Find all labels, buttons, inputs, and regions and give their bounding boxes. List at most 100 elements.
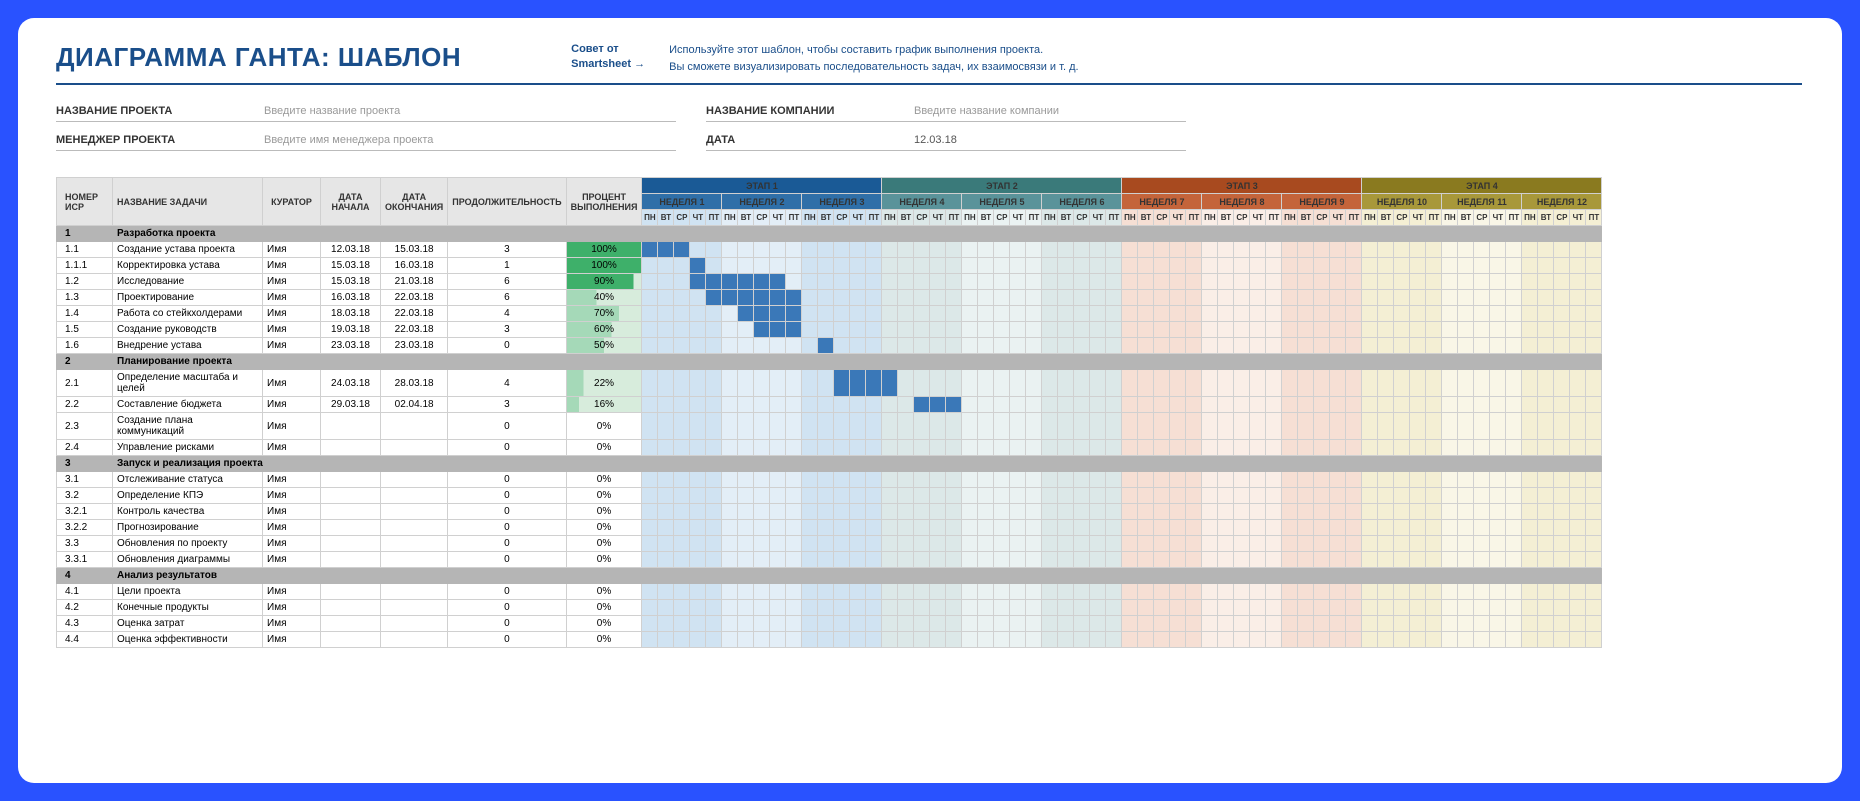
gantt-cell[interactable]: [1058, 370, 1074, 397]
gantt-cell[interactable]: [1426, 472, 1442, 488]
gantt-cell[interactable]: [818, 397, 834, 413]
gantt-cell[interactable]: [1538, 440, 1554, 456]
gantt-cell[interactable]: [1218, 242, 1234, 258]
gantt-cell[interactable]: [1554, 600, 1570, 616]
gantt-cell[interactable]: [1506, 504, 1522, 520]
gantt-cell[interactable]: [658, 338, 674, 354]
gantt-cell[interactable]: [866, 632, 882, 648]
gantt-cell[interactable]: [834, 338, 850, 354]
gantt-cell[interactable]: [978, 488, 994, 504]
gantt-cell[interactable]: [1330, 338, 1346, 354]
gantt-cell[interactable]: [1426, 397, 1442, 413]
gantt-cell[interactable]: [1042, 322, 1058, 338]
gantt-cell[interactable]: [1410, 290, 1426, 306]
gantt-cell[interactable]: [1442, 552, 1458, 568]
gantt-cell[interactable]: [690, 258, 706, 274]
gantt-cell[interactable]: [1570, 520, 1586, 536]
task-curator[interactable]: Имя: [263, 552, 321, 568]
gantt-cell[interactable]: [866, 552, 882, 568]
gantt-cell[interactable]: [1554, 440, 1570, 456]
gantt-cell[interactable]: [1442, 472, 1458, 488]
gantt-cell[interactable]: [1394, 488, 1410, 504]
gantt-cell[interactable]: [770, 274, 786, 290]
gantt-cell[interactable]: [1170, 258, 1186, 274]
gantt-cell[interactable]: [754, 274, 770, 290]
gantt-cell[interactable]: [706, 258, 722, 274]
gantt-cell[interactable]: [1378, 397, 1394, 413]
gantt-cell[interactable]: [738, 488, 754, 504]
gantt-cell[interactable]: [642, 504, 658, 520]
gantt-cell[interactable]: [674, 440, 690, 456]
gantt-cell[interactable]: [1186, 584, 1202, 600]
meta-project-name-input[interactable]: Введите название проекта: [264, 105, 400, 117]
gantt-cell[interactable]: [818, 488, 834, 504]
gantt-cell[interactable]: [786, 242, 802, 258]
gantt-cell[interactable]: [1570, 600, 1586, 616]
gantt-cell[interactable]: [1042, 504, 1058, 520]
gantt-cell[interactable]: [754, 413, 770, 440]
gantt-cell[interactable]: [946, 632, 962, 648]
task-end[interactable]: [381, 616, 448, 632]
gantt-cell[interactable]: [1058, 274, 1074, 290]
gantt-cell[interactable]: [882, 536, 898, 552]
gantt-cell[interactable]: [1522, 338, 1538, 354]
gantt-cell[interactable]: [1490, 290, 1506, 306]
gantt-cell[interactable]: [818, 440, 834, 456]
gantt-cell[interactable]: [1298, 274, 1314, 290]
gantt-cell[interactable]: [946, 274, 962, 290]
gantt-cell[interactable]: [1042, 274, 1058, 290]
gantt-cell[interactable]: [1042, 413, 1058, 440]
gantt-cell[interactable]: [1010, 504, 1026, 520]
gantt-cell[interactable]: [882, 472, 898, 488]
gantt-cell[interactable]: [1186, 242, 1202, 258]
gantt-cell[interactable]: [1458, 600, 1474, 616]
gantt-cell[interactable]: [1490, 338, 1506, 354]
gantt-cell[interactable]: [1298, 472, 1314, 488]
gantt-cell[interactable]: [818, 338, 834, 354]
gantt-cell[interactable]: [1442, 632, 1458, 648]
gantt-cell[interactable]: [1554, 488, 1570, 504]
gantt-cell[interactable]: [834, 536, 850, 552]
gantt-cell[interactable]: [802, 258, 818, 274]
task-duration[interactable]: 3: [448, 242, 566, 258]
gantt-cell[interactable]: [818, 274, 834, 290]
gantt-cell[interactable]: [994, 242, 1010, 258]
gantt-cell[interactable]: [722, 584, 738, 600]
gantt-cell[interactable]: [1458, 520, 1474, 536]
gantt-cell[interactable]: [1378, 322, 1394, 338]
gantt-cell[interactable]: [1170, 397, 1186, 413]
gantt-cell[interactable]: [914, 632, 930, 648]
gantt-cell[interactable]: [1570, 616, 1586, 632]
gantt-cell[interactable]: [1314, 258, 1330, 274]
gantt-cell[interactable]: [1010, 242, 1026, 258]
gantt-cell[interactable]: [962, 488, 978, 504]
gantt-cell[interactable]: [1282, 274, 1298, 290]
task-curator[interactable]: Имя: [263, 536, 321, 552]
gantt-cell[interactable]: [754, 242, 770, 258]
gantt-cell[interactable]: [1010, 520, 1026, 536]
gantt-cell[interactable]: [1458, 504, 1474, 520]
gantt-cell[interactable]: [770, 536, 786, 552]
gantt-cell[interactable]: [1042, 472, 1058, 488]
gantt-cell[interactable]: [962, 552, 978, 568]
gantt-cell[interactable]: [1394, 520, 1410, 536]
gantt-cell[interactable]: [994, 440, 1010, 456]
gantt-cell[interactable]: [834, 306, 850, 322]
gantt-cell[interactable]: [1186, 397, 1202, 413]
gantt-cell[interactable]: [1330, 584, 1346, 600]
gantt-cell[interactable]: [1010, 440, 1026, 456]
gantt-cell[interactable]: [1298, 242, 1314, 258]
gantt-cell[interactable]: [1426, 290, 1442, 306]
gantt-cell[interactable]: [1282, 488, 1298, 504]
gantt-cell[interactable]: [1234, 258, 1250, 274]
gantt-cell[interactable]: [1218, 584, 1234, 600]
gantt-cell[interactable]: [1154, 552, 1170, 568]
gantt-cell[interactable]: [1554, 306, 1570, 322]
gantt-cell[interactable]: [1410, 520, 1426, 536]
gantt-cell[interactable]: [1154, 536, 1170, 552]
gantt-cell[interactable]: [738, 584, 754, 600]
gantt-cell[interactable]: [930, 632, 946, 648]
gantt-cell[interactable]: [1586, 440, 1602, 456]
gantt-cell[interactable]: [1538, 322, 1554, 338]
gantt-cell[interactable]: [802, 616, 818, 632]
